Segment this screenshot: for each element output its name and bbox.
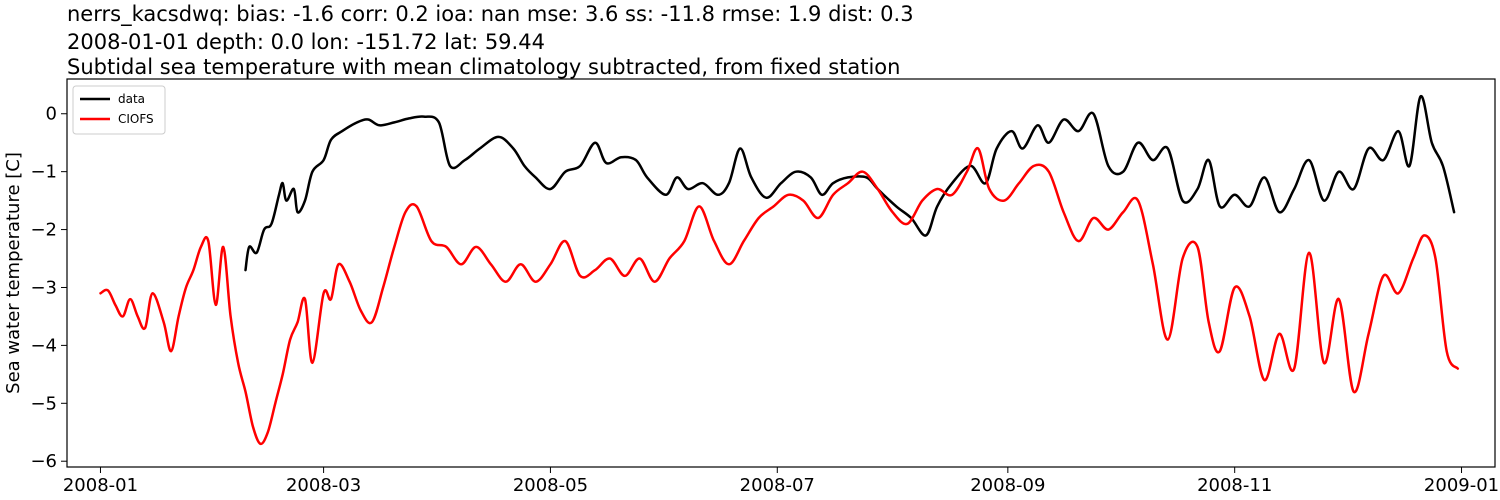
chart-title-station: 2008-01-01 depth: 0.0 lon: -151.72 lat: … [67, 30, 545, 54]
x-tick-label: 2008-01 [63, 475, 138, 496]
y-tick-label: −4 [30, 335, 57, 356]
legend: data CIOFS [72, 85, 166, 135]
y-tick-label: −6 [30, 451, 57, 472]
y-axis: 0 −1 −2 −3 −4 −5 −6 [30, 104, 67, 472]
series-line-ciofs [99, 147, 1460, 446]
y-tick-label: −2 [30, 220, 57, 241]
legend-label-data: data [118, 92, 145, 106]
y-tick-label: −3 [30, 277, 57, 298]
x-tick-label: 2008-09 [970, 475, 1045, 496]
x-tick-label: 2008-11 [1197, 475, 1272, 496]
plot-area-frame [66, 78, 1496, 468]
y-tick-label: −5 [30, 393, 57, 414]
y-tick-label: 0 [46, 104, 57, 125]
series-layer [99, 95, 1460, 446]
x-tick-label: 2008-05 [513, 475, 588, 496]
x-tick-label: 2008-03 [286, 475, 361, 496]
legend-label-ciofs: CIOFS [118, 112, 154, 126]
x-tick-label: 2008-07 [740, 475, 815, 496]
chart-title-metrics: nerrs_kacsdwq: bias: -1.6 corr: 0.2 ioa:… [67, 2, 914, 26]
chart-title-description: Subtidal sea temperature with mean clima… [67, 55, 901, 79]
x-tick-label: 2009-01 [1424, 475, 1499, 496]
x-axis: 2008-01 2008-03 2008-05 2008-07 2008-09 2008-… [63, 467, 1499, 496]
y-tick-label: −1 [30, 162, 57, 183]
y-axis-label: Sea water temperature [C] [3, 152, 24, 394]
series-line-data [244, 95, 1456, 272]
